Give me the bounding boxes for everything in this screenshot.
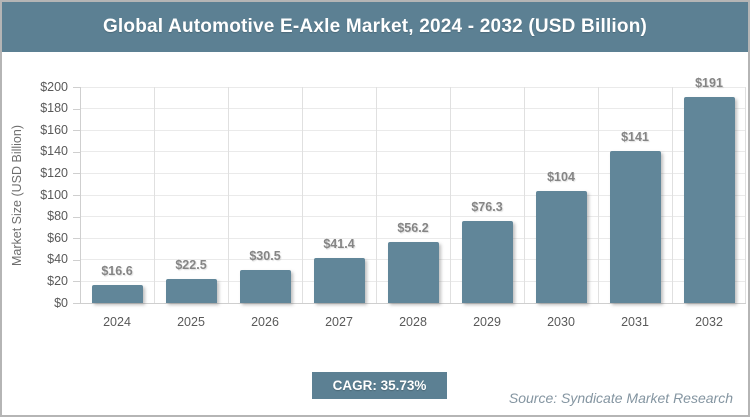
y-axis-tick: [73, 303, 80, 304]
y-axis-tick: [73, 173, 80, 175]
x-tick-label: 2026: [251, 315, 279, 329]
bar-value-label: $16.6: [101, 264, 133, 279]
bar-value-label: $22.5: [175, 257, 207, 272]
bar: [91, 285, 143, 303]
bar-value-label: $141: [621, 129, 649, 144]
y-tick-label: $200: [40, 79, 68, 94]
gridline-horizontal: [80, 108, 746, 110]
bar: [239, 270, 291, 303]
x-tick-label: 2028: [399, 315, 427, 329]
bar: [313, 258, 365, 303]
gridline-vertical: [598, 87, 599, 303]
x-tick-label: 2024: [103, 315, 131, 329]
y-axis-tick: [73, 216, 80, 218]
gridline-horizontal: [80, 151, 746, 153]
gridline-vertical: [154, 87, 155, 303]
y-tick-label: $160: [40, 122, 68, 137]
bar: [683, 96, 735, 303]
bar: [609, 150, 661, 303]
y-tick-label: $180: [40, 101, 68, 116]
x-tick-label: 2025: [177, 315, 205, 329]
gridline-vertical: [376, 87, 377, 303]
bar-value-label: $191: [695, 75, 723, 90]
gridline-horizontal: [80, 172, 746, 174]
source-text: Source: Syndicate Market Research: [508, 390, 733, 406]
bar-value-label: $56.2: [397, 221, 429, 236]
chart-title-bar: Global Automotive E-Axle Market, 2024 - …: [2, 2, 748, 52]
y-axis-tick: [73, 195, 80, 196]
x-tick-label: 2032: [695, 315, 723, 329]
y-axis-tick: [73, 151, 80, 153]
y-tick-label: $20: [47, 273, 68, 288]
cagr-label: CAGR: 35.73%: [332, 378, 427, 393]
y-axis-tick: [73, 108, 80, 110]
bar: [535, 190, 587, 303]
gridline-vertical: [450, 87, 451, 303]
y-axis-tick: [73, 259, 80, 261]
cagr-badge: CAGR: 35.73%: [312, 372, 447, 399]
gridline-horizontal: [80, 194, 746, 196]
y-tick-label: $100: [40, 187, 68, 202]
gridline-vertical: [228, 87, 229, 303]
bar: [165, 278, 217, 303]
x-tick-label: 2031: [621, 315, 649, 329]
y-axis-tick: [73, 238, 80, 240]
y-tick-label: $0: [54, 295, 68, 310]
gridline-horizontal: [80, 237, 746, 239]
bar: [387, 242, 439, 303]
gridline-vertical: [745, 87, 746, 303]
y-axis-line: [80, 87, 81, 303]
y-tick-label: $140: [40, 144, 68, 159]
x-tick-label: 2027: [325, 315, 353, 329]
gridline-vertical: [302, 87, 303, 303]
x-tick-label: 2030: [547, 315, 575, 329]
bar-value-label: $104: [547, 169, 575, 184]
plot-area: $0 $20 $40 $60 $80 $100 $120 $140 $160 $180 $200 $1…: [40, 76, 746, 329]
y-tick-label: $60: [47, 230, 68, 245]
gridline-vertical: [672, 87, 673, 303]
chart-title: Global Automotive E-Axle Market, 2024 - …: [102, 16, 648, 37]
bar-value-label: $41.4: [323, 237, 355, 252]
gridline-horizontal: [80, 86, 746, 88]
y-tick-label: $80: [47, 209, 68, 224]
y-axis-tick: [73, 281, 80, 283]
gridline-vertical: [524, 87, 525, 303]
y-tick-label: $40: [47, 252, 68, 267]
bar-value-label: $76.3: [471, 199, 503, 214]
bar: [461, 220, 513, 303]
bar-value-label: $30.5: [249, 249, 281, 264]
y-axis-tick: [73, 87, 80, 88]
x-tick-label: 2029: [473, 315, 501, 329]
gridline-horizontal: [80, 216, 746, 218]
gridline-horizontal: [80, 129, 746, 131]
y-axis-tick: [73, 130, 80, 132]
y-tick-label: $120: [40, 165, 68, 180]
x-axis-line: [80, 303, 746, 304]
